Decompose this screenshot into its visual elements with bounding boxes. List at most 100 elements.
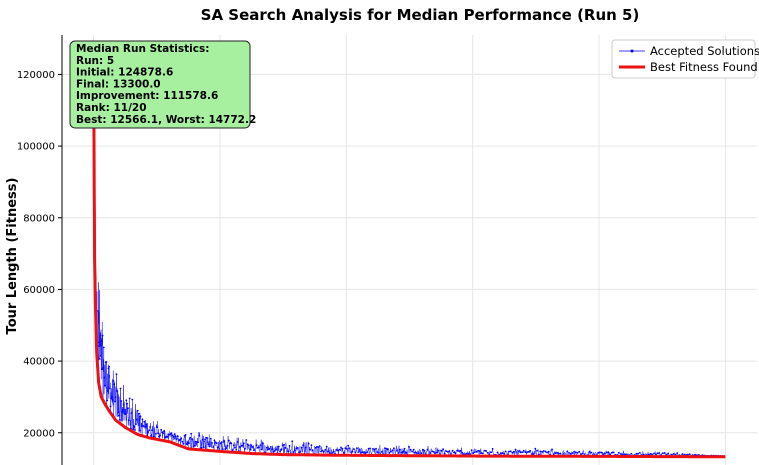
accepted-solution-point bbox=[364, 452, 367, 454]
accepted-solution-point bbox=[175, 438, 178, 440]
accepted-solution-point bbox=[623, 453, 625, 456]
accepted-solution-point bbox=[475, 450, 478, 453]
accepted-solution-point bbox=[483, 449, 486, 452]
accepted-solution-point bbox=[157, 432, 159, 435]
accepted-solution-point bbox=[97, 341, 100, 344]
accepted-solution-point bbox=[156, 426, 158, 429]
accepted-solution-point bbox=[311, 449, 314, 452]
stats-line-6: Best: 12566.1, Worst: 14772.2 bbox=[76, 114, 256, 126]
accepted-solution-point bbox=[445, 450, 448, 453]
accepted-solution-point bbox=[246, 443, 249, 446]
accepted-solution-point bbox=[241, 444, 244, 447]
accepted-solution-point bbox=[412, 448, 415, 451]
accepted-solution-point bbox=[191, 438, 194, 440]
accepted-solution-point bbox=[186, 441, 189, 444]
accepted-solution-point bbox=[456, 449, 459, 452]
accepted-solution-point bbox=[437, 449, 440, 452]
accepted-solution-point bbox=[458, 450, 460, 452]
accepted-solution-point bbox=[262, 442, 264, 445]
accepted-solution-point bbox=[597, 451, 599, 454]
accepted-solution-point bbox=[244, 447, 246, 450]
accepted-solution-point bbox=[208, 445, 211, 448]
legend-label-best: Best Fitness Found bbox=[650, 60, 758, 74]
stats-box-background bbox=[69, 40, 251, 129]
accepted-solution-point bbox=[126, 402, 128, 405]
accepted-solution-point bbox=[442, 448, 444, 451]
accepted-solution-point bbox=[151, 429, 153, 432]
accepted-solution-point bbox=[576, 451, 579, 454]
accepted-solution-point bbox=[569, 452, 572, 455]
accepted-solution-point bbox=[272, 450, 275, 453]
accepted-solution-point bbox=[552, 453, 555, 456]
accepted-solution-point bbox=[145, 423, 148, 426]
accepted-solution-point bbox=[363, 451, 366, 453]
accepted-solution-point bbox=[225, 447, 228, 449]
accepted-solution-point bbox=[485, 450, 487, 452]
accepted-solution-point bbox=[369, 447, 371, 450]
accepted-solution-point bbox=[277, 445, 280, 448]
accepted-solution-point bbox=[259, 444, 262, 447]
accepted-solution-point bbox=[174, 435, 177, 438]
accepted-solution-point bbox=[378, 452, 380, 454]
accepted-solution-point bbox=[148, 429, 151, 432]
accepted-solution-point bbox=[350, 451, 352, 453]
accepted-solution-point bbox=[477, 449, 479, 452]
accepted-solution-point bbox=[204, 438, 206, 441]
accepted-solution-point bbox=[472, 452, 475, 455]
legend-frame bbox=[611, 39, 756, 79]
accepted-solution-point bbox=[219, 442, 222, 445]
accepted-solution-point bbox=[662, 452, 664, 455]
accepted-solution-point bbox=[328, 452, 331, 454]
accepted-solution-point bbox=[101, 368, 103, 371]
accepted-solution-point bbox=[144, 425, 147, 428]
accepted-solution-point bbox=[189, 436, 192, 439]
accepted-solution-point bbox=[137, 412, 140, 415]
accepted-solution-point bbox=[226, 444, 229, 447]
accepted-solution-point bbox=[353, 448, 355, 451]
accepted-solution-point bbox=[117, 411, 119, 414]
accepted-solution-point bbox=[100, 340, 103, 342]
accepted-solution-point bbox=[491, 448, 494, 450]
accepted-solution-point bbox=[420, 452, 423, 454]
chart-title: SA Search Analysis for Median Performanc… bbox=[201, 6, 640, 24]
accepted-solution-point bbox=[103, 376, 106, 379]
accepted-solution-point bbox=[375, 447, 377, 450]
accepted-solution-point bbox=[426, 448, 429, 451]
accepted-solution-point bbox=[317, 446, 320, 449]
accepted-solution-point bbox=[649, 453, 652, 455]
accepted-solution-point bbox=[324, 448, 327, 451]
y-tick-label-3: 80000 bbox=[23, 213, 55, 224]
accepted-solution-point bbox=[688, 453, 691, 455]
accepted-solution-point bbox=[119, 387, 122, 390]
accepted-solution-point bbox=[514, 448, 517, 451]
accepted-solution-point bbox=[635, 452, 638, 455]
accepted-solution-point bbox=[387, 448, 389, 451]
accepted-solution-point bbox=[288, 445, 291, 447]
accepted-solution-point bbox=[672, 453, 675, 455]
accepted-solution-point bbox=[512, 450, 515, 453]
accepted-solution-point bbox=[207, 443, 210, 446]
accepted-solution-point bbox=[559, 452, 562, 455]
accepted-solution-point bbox=[624, 453, 627, 456]
accepted-solution-point bbox=[213, 439, 216, 442]
y-tick-label-1: 40000 bbox=[23, 357, 55, 368]
accepted-solution-point bbox=[230, 442, 233, 445]
accepted-solution-point bbox=[118, 419, 121, 421]
accepted-solution-point bbox=[171, 434, 174, 436]
accepted-solution-point bbox=[242, 442, 245, 445]
accepted-solution-point bbox=[521, 451, 523, 454]
accepted-solution-point bbox=[121, 411, 123, 413]
accepted-solution-point bbox=[376, 451, 379, 453]
accepted-solution-point bbox=[124, 413, 127, 415]
accepted-solution-point bbox=[114, 400, 116, 403]
accepted-solution-point bbox=[249, 448, 252, 451]
accepted-solution-point bbox=[354, 451, 357, 454]
accepted-solution-point bbox=[384, 447, 386, 449]
accepted-solution-point bbox=[295, 447, 298, 450]
stats-line-2: Initial: 124878.6 bbox=[76, 67, 173, 79]
accepted-solution-point bbox=[147, 431, 150, 433]
accepted-solution-point bbox=[358, 448, 361, 451]
accepted-solution-point bbox=[136, 409, 139, 412]
accepted-solution-point bbox=[453, 451, 455, 454]
